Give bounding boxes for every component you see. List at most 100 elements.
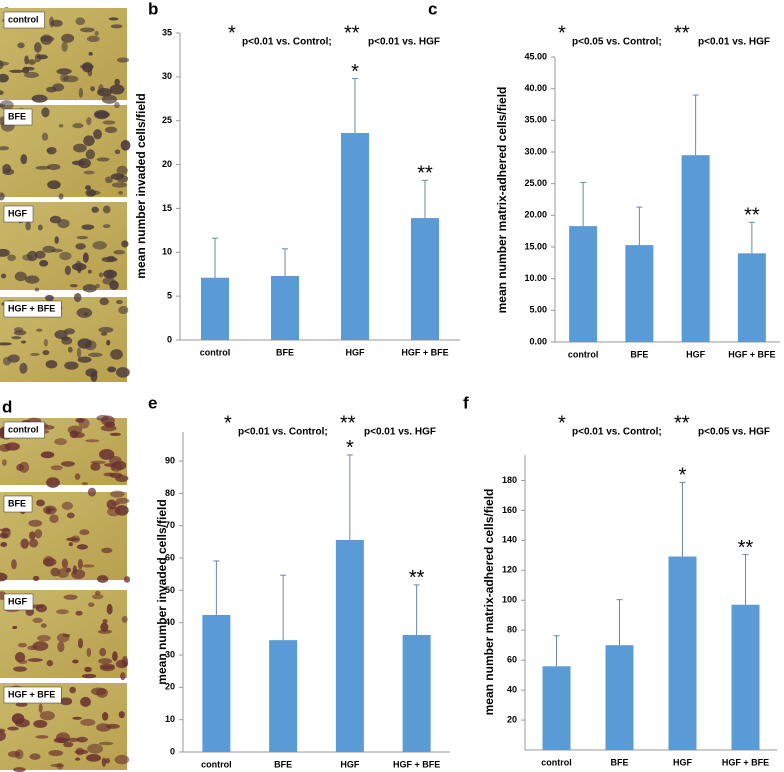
cell-blot	[54, 236, 60, 244]
bar	[335, 539, 364, 752]
image-label-box	[3, 205, 34, 223]
cell-blot	[86, 117, 92, 126]
cell-blot	[97, 629, 112, 634]
cell-blot	[82, 564, 95, 568]
cell-blot	[76, 347, 82, 358]
y-tick-label: 60	[165, 552, 175, 562]
cell-blot	[0, 146, 10, 151]
cell-blot	[49, 215, 62, 224]
cell-blot	[80, 718, 96, 726]
y-tick-label: 40	[507, 684, 517, 694]
x-tick-label: HGF	[686, 349, 706, 359]
y-tick-label: 10	[165, 714, 175, 724]
cell-blot	[99, 297, 109, 306]
cell-blot	[53, 737, 69, 744]
x-tick-label: HGF + BFE	[728, 349, 775, 359]
cell-blot	[30, 352, 40, 356]
cell-blot	[71, 160, 86, 166]
cell-blot	[114, 754, 130, 765]
cell-blot	[46, 477, 60, 488]
y-tick-label: 25	[162, 115, 172, 125]
cell-blot	[98, 658, 113, 665]
significance-label: *	[351, 61, 359, 83]
cell-blot	[12, 625, 18, 630]
cell-blot	[109, 280, 119, 291]
cell-blot	[57, 641, 65, 653]
cell-blot	[101, 256, 118, 263]
bar	[411, 218, 439, 340]
cell-blot	[105, 176, 113, 184]
cell-blot	[75, 17, 86, 26]
cell-blot	[33, 719, 48, 728]
cell-blot	[27, 59, 36, 65]
cell-blot	[88, 352, 103, 358]
cell-blot	[111, 502, 120, 506]
cell-blot	[116, 174, 129, 183]
cell-blot	[39, 711, 55, 721]
cell-blot	[67, 346, 73, 353]
y-tick-label: 90	[165, 455, 175, 465]
cell-blot	[72, 716, 82, 720]
cell-blot	[68, 542, 73, 547]
y-tick-label: 30.00	[524, 146, 547, 156]
y-axis-label: mean number matrix-adhered cells/field	[482, 489, 496, 716]
note-text: p<0.01 vs. HGF	[364, 427, 436, 438]
cell-blot	[46, 86, 57, 93]
cell-blot	[0, 528, 11, 532]
cell-blot	[15, 702, 28, 707]
cell-blot	[50, 763, 65, 768]
bar	[625, 245, 654, 342]
bar	[341, 132, 369, 340]
cell-blot	[86, 35, 100, 43]
cell-blot	[47, 163, 61, 171]
cell-blot	[100, 425, 117, 432]
cell-blot	[104, 126, 118, 134]
note-star: *	[558, 412, 566, 434]
cell-blot	[84, 666, 92, 673]
cell-blot	[72, 565, 77, 575]
cell-blot	[0, 192, 5, 201]
x-tick-label: BFE	[630, 349, 648, 359]
cell-blot	[2, 168, 15, 176]
image-label-box	[3, 686, 62, 704]
cell-blot	[93, 129, 102, 140]
cell-blot	[14, 327, 24, 333]
cell-blot	[70, 284, 78, 288]
bar	[271, 275, 299, 340]
significance-label: **	[409, 567, 425, 589]
cell-blot	[40, 623, 47, 628]
cell-blot	[118, 306, 129, 315]
x-tick-label: control	[568, 349, 599, 359]
cell-blot	[61, 336, 73, 345]
image-label: BFE	[8, 111, 26, 121]
image-label: HGF + BFE	[8, 689, 55, 699]
cell-blot	[77, 559, 83, 570]
cell-blot	[84, 185, 92, 190]
cell-blot	[61, 461, 75, 467]
cell-blot	[110, 24, 123, 29]
cell-blot	[80, 696, 91, 707]
cell-blot	[41, 132, 49, 141]
cell-blot	[106, 339, 111, 346]
cell-blot	[95, 590, 101, 596]
y-axis-label: mean number invaded cells/field	[155, 499, 169, 684]
cell-blot	[63, 741, 74, 748]
cell-blot	[15, 718, 30, 728]
note-star: *	[224, 412, 232, 434]
bar	[605, 645, 634, 750]
cell-blot	[19, 362, 28, 374]
cell-blot	[109, 432, 122, 437]
x-tick-label: HGF	[346, 347, 366, 357]
y-tick-label: 0.00	[529, 336, 547, 346]
cell-blot	[57, 568, 69, 579]
image-label-box	[3, 421, 45, 439]
cell-blot	[94, 30, 99, 36]
cell-blot	[32, 641, 49, 651]
y-tick-label: 10	[162, 247, 172, 257]
cell-blot	[99, 647, 107, 657]
cell-blot	[62, 633, 71, 638]
y-tick-label: 45.00	[524, 51, 547, 61]
cell-blot	[92, 594, 104, 600]
note-text: p<0.01 vs. Control;	[238, 427, 328, 438]
x-tick-label: BFE	[274, 759, 292, 769]
